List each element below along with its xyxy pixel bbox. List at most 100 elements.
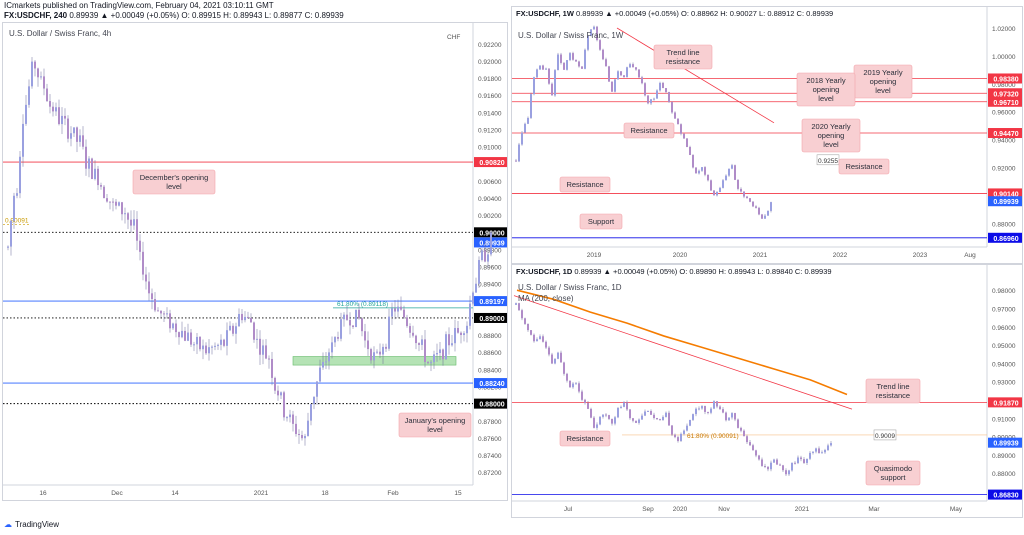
weekly-candle: [560, 54, 562, 63]
chart-daily-svg[interactable]: 0.98000 0.97000 0.96000 0.95000 0.94000 0.930…: [512, 265, 1022, 517]
chart-panel-4h[interactable]: 0.92200 0.92000 0.91800 0.91600 0.91400 0.912…: [2, 22, 508, 501]
h4-candle: [256, 338, 258, 340]
h4-candle: [211, 346, 213, 348]
h4-candle: [85, 146, 87, 169]
daily-candle: [563, 362, 565, 374]
weekly-candle: [539, 65, 541, 70]
h4-candle: [343, 314, 345, 320]
h4-candle: [13, 195, 15, 221]
h4-candle: [484, 250, 486, 262]
weekly-candle: [608, 66, 610, 82]
weekly-candle: [524, 123, 526, 133]
weekly-candle: [680, 124, 682, 134]
weekly-symbol: FX:USDCHF, 1W: [516, 9, 574, 18]
weekly-candle: [638, 69, 640, 78]
h4-candle: [466, 325, 468, 334]
weekly-candle: [713, 190, 715, 196]
h4-candle: [61, 115, 63, 125]
h4-candle: [469, 303, 471, 326]
weekly-candle: [635, 67, 637, 70]
level-label: 0.86960: [993, 236, 1018, 243]
weekly-candle: [617, 71, 619, 80]
h4-candle: [181, 330, 183, 338]
weekly-candle: [722, 180, 724, 188]
h4-candle: [100, 185, 102, 187]
h4-candle: [250, 317, 252, 323]
y-tick-label: 0.90200: [478, 213, 502, 220]
daily-candle: [650, 410, 652, 415]
daily-candle: [716, 401, 718, 407]
daily-candle: [788, 470, 790, 475]
weekly-candle: [548, 68, 550, 84]
h4-candle: [19, 156, 21, 194]
daily-candle: [797, 457, 799, 464]
level-label: 0.97320: [993, 91, 1018, 98]
daily-candle: [827, 445, 829, 451]
daily-header: FX:USDCHF, 1D 0.89939 ▲ +0.00049 (+0.05%…: [516, 267, 832, 276]
h4-candle: [412, 332, 414, 336]
annotation-resistance: Resistance: [566, 434, 603, 443]
fib-label: 61.80% (0.90091): [687, 433, 739, 440]
daily-candle: [725, 412, 727, 421]
daily-candle: [614, 417, 616, 424]
x-tick-label: Dec: [111, 490, 123, 497]
tradingview-logo[interactable]: ☁ TradingView: [4, 520, 59, 529]
daily-candle: [665, 412, 667, 417]
daily-candle: [710, 408, 712, 413]
h4-candle: [355, 309, 357, 327]
h4-candle: [184, 330, 186, 341]
h4-candle: [169, 313, 171, 329]
y-tick-label: 0.92200: [478, 42, 502, 49]
weekly-candle: [761, 214, 763, 219]
daily-candle: [632, 418, 634, 421]
daily-candle: [647, 410, 649, 412]
tradingview-cloud-icon: ☁: [4, 520, 12, 529]
daily-values: 0.89939 ▲ +0.00049 (+0.05%) O: 0.89890 H…: [574, 267, 832, 276]
annotation-2018-yearly: 2018 Yearly opening level: [806, 76, 845, 103]
y-tick-label: 0.87800: [478, 419, 502, 426]
h4-candle: [295, 423, 297, 435]
y-tick-label: 0.88400: [478, 367, 502, 374]
h4-candle: [187, 332, 189, 341]
daily-candle: [515, 303, 517, 305]
daily-candle: [704, 406, 706, 412]
daily-candle: [566, 373, 568, 381]
weekly-candle: [692, 155, 694, 168]
h4-candle: [220, 339, 222, 345]
x-tick-label: 14: [171, 490, 179, 497]
daily-candle: [806, 458, 808, 463]
weekly-candle: [725, 175, 727, 181]
chart-4h-svg[interactable]: 0.92200 0.92000 0.91800 0.91600 0.91400 0.912…: [3, 23, 507, 500]
chart-weekly-svg[interactable]: 1.02000 1.00000 0.98000 0.96000 0.94000 0.920…: [512, 7, 1022, 263]
h4-candle: [64, 115, 66, 119]
chart-panel-weekly[interactable]: 1.02000 1.00000 0.98000 0.96000 0.94000 0.920…: [511, 6, 1023, 264]
h4-candle: [364, 331, 366, 341]
h4-candle: [322, 362, 324, 368]
annotation-support: Support: [588, 217, 615, 226]
daily-candle: [542, 336, 544, 342]
h4-candle: [394, 308, 396, 312]
h4-candle: [403, 309, 405, 318]
daily-candle: [635, 420, 637, 423]
y-tick-label: 0.87400: [478, 453, 502, 460]
y-tick-label: 0.88000: [992, 221, 1016, 228]
h4-candle: [148, 281, 150, 294]
daily-candle: [719, 406, 721, 410]
h4-candle: [361, 318, 363, 332]
h4-candle: [163, 313, 165, 315]
h4-candle: [22, 123, 24, 157]
daily-candle: [659, 419, 661, 421]
h4-candle: [331, 342, 333, 353]
h4-candle: [301, 435, 303, 439]
chart-panel-daily[interactable]: 0.98000 0.97000 0.96000 0.95000 0.94000 0.930…: [511, 264, 1023, 518]
x-tick-label: 2019: [587, 252, 602, 259]
weekly-candle: [593, 26, 595, 30]
daily-candle: [578, 383, 580, 392]
h4-candle: [34, 61, 36, 69]
weekly-candle: [620, 71, 622, 76]
level-label: 0.88240: [479, 381, 504, 388]
x-tick-label: May: [950, 506, 963, 513]
weekly-candle: [521, 132, 523, 145]
x-tick-label: 2021: [254, 490, 269, 497]
weekly-candle: [614, 79, 616, 92]
